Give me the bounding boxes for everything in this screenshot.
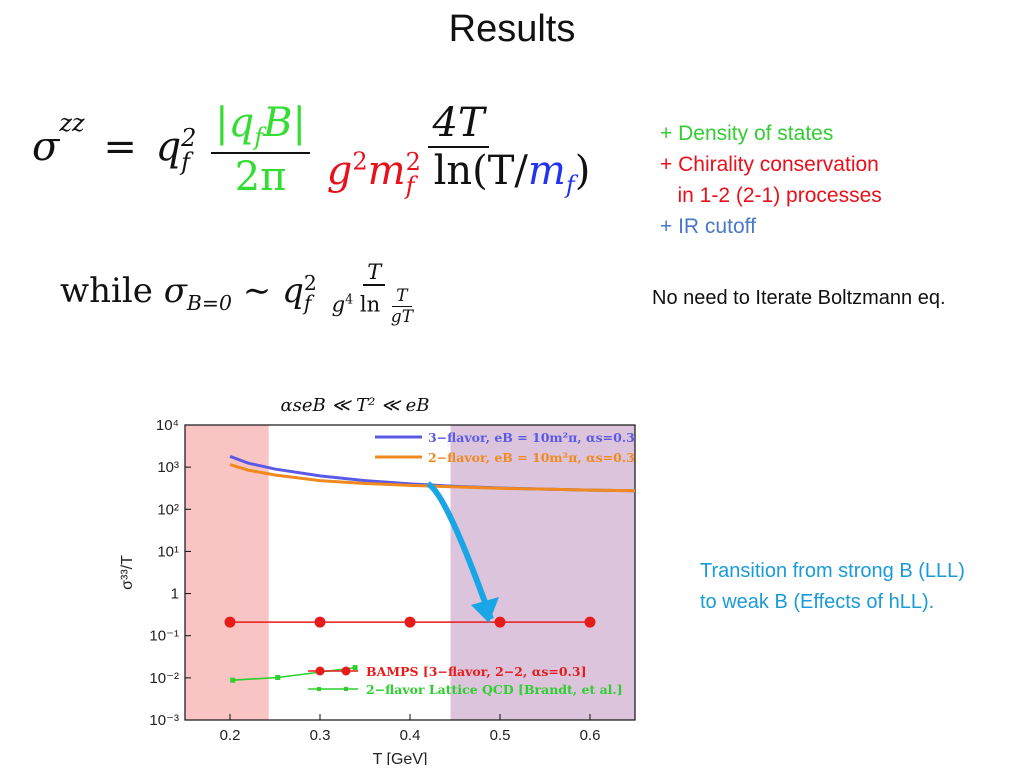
side-note: in 1-2 (2-1) processes — [660, 184, 882, 207]
q-sup: 2 — [181, 123, 197, 152]
transition-note: Transition from strong B (LLL) to weak B… — [700, 556, 965, 618]
frac1-num-sub: f — [254, 123, 264, 151]
q2-sub: f — [303, 290, 312, 315]
x-axis-label: T [GeV] — [373, 751, 428, 765]
side-note: + Density of states — [660, 122, 834, 145]
frac2-den-close: ) — [574, 148, 591, 194]
q2-sup: 2 — [303, 270, 317, 295]
y-tick-label: 10⁻² — [149, 670, 179, 687]
legend-label: 2−flavor, eB = 10m²π, αs=0.3 — [428, 450, 635, 465]
y-tick-label: 10⁻¹ — [149, 628, 179, 645]
data-point — [494, 616, 506, 628]
frac1-num: |q — [215, 100, 255, 146]
slide-title: Results — [448, 8, 576, 50]
legend-marker — [344, 687, 348, 691]
y-tick-label: 10¹ — [157, 543, 179, 560]
x-tick-label: 0.2 — [220, 727, 241, 744]
y-tick-label: 1 — [171, 586, 179, 603]
b0-den-ln: ln — [353, 291, 387, 317]
frac2-den-g: g — [326, 148, 353, 194]
y-axis-label: σ³³/T — [119, 555, 136, 590]
x-tick-label: 0.3 — [310, 727, 331, 744]
data-point — [314, 616, 326, 628]
side-notes: + Density of states + Chirality conserva… — [660, 118, 882, 242]
transition-line: to weak B (Effects of hLL). — [700, 591, 935, 613]
y-tick-label: 10² — [157, 501, 179, 518]
arrow-head — [471, 596, 499, 623]
frac2-den-g-sup: 2 — [352, 147, 368, 176]
b0-den-g: g — [331, 291, 346, 317]
sigma-vs-temperature-chart: 0.2 0.3 0.4 0.5 0.6 10⁻³ 10⁻² 10⁻¹ 1 10¹ 10² 10³ 10⁴… — [119, 395, 636, 765]
legend-label: BAMPS [3−flavor, 2−2, αs=0.3] — [366, 664, 587, 679]
b0-inner-num: T — [392, 285, 412, 307]
sigma-sup: zz — [59, 109, 85, 138]
shaded-region — [450, 425, 635, 720]
side-note: + Chirality conservation — [660, 153, 879, 176]
frac1-num-rest: B| — [263, 100, 307, 146]
frac2-den-mf: m — [527, 148, 566, 194]
temperature-fraction: 4T g2m 2 f ln(T/mf) — [323, 100, 595, 200]
data-point — [584, 616, 596, 628]
legend-marker — [341, 666, 351, 676]
frac2-den-m-sup: 2 — [405, 148, 421, 176]
side-note: + IR cutoff — [660, 215, 756, 238]
legend-label: 2−flavor Lattice QCD [Brandt, et al.] — [366, 682, 623, 697]
legend-marker — [315, 666, 325, 676]
chart-title: αseB ≪ T² ≪ eB — [281, 395, 430, 416]
sigma-b0-symbol: σ — [163, 270, 187, 311]
frac1-den: 2π — [234, 153, 287, 200]
b0-den-g-sup: 4 — [345, 291, 354, 307]
equals-sign: = — [103, 123, 137, 170]
legend-label: 3−flavor, eB = 10m²π, αs=0.3 — [428, 430, 635, 445]
sigma-b0-sub: B=0 — [186, 290, 232, 315]
charge-fraction: |qfB| 2π — [211, 100, 311, 200]
sigma-symbol: σ — [32, 123, 60, 170]
y-tick-label: 10⁴ — [156, 417, 179, 434]
frac2-den-m-sub: f — [405, 172, 415, 200]
x-tick-label: 0.4 — [400, 727, 421, 744]
data-point — [352, 665, 358, 671]
x-tick-label: 0.6 — [580, 727, 601, 744]
series-line — [229, 463, 635, 493]
y-tick-label: 10⁻³ — [149, 712, 179, 729]
data-point — [404, 616, 416, 628]
shaded-region — [185, 425, 269, 720]
transition-line: Transition from strong B (LLL) — [700, 560, 965, 582]
sim-sign: ∼ — [242, 270, 272, 311]
while-word: while — [60, 270, 153, 311]
q-symbol: q — [155, 123, 182, 170]
x-tick-label: 0.5 — [490, 727, 511, 744]
data-point — [230, 677, 236, 683]
no-iterate-note: No need to Iterate Boltzmann eq. — [652, 287, 946, 309]
q-symbol-2: q — [282, 270, 304, 311]
transition-arrow — [426, 481, 494, 620]
frac2-num: 4T — [428, 100, 489, 148]
q-sub: f — [181, 147, 191, 176]
b0-num: T — [363, 259, 386, 287]
data-point — [275, 674, 281, 680]
data-point — [224, 616, 236, 628]
frac2-den-ln: ln(T/ — [420, 148, 528, 194]
legend-marker — [317, 687, 321, 691]
frac2-den-m: m — [367, 148, 406, 194]
frac2-den-mf-sub: f — [565, 171, 575, 199]
y-tick-label: 10³ — [157, 459, 179, 476]
b0-inner-den: gT — [390, 305, 413, 326]
